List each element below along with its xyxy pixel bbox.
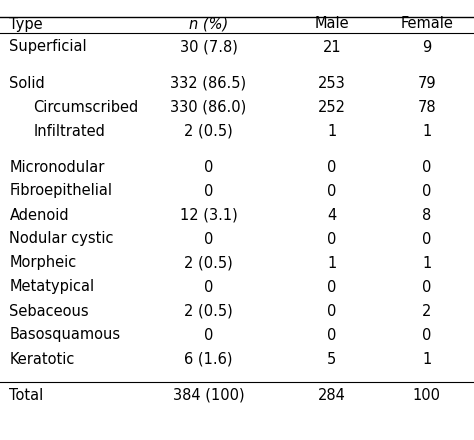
Text: 0: 0 — [422, 183, 431, 198]
Text: 2 (0.5): 2 (0.5) — [184, 124, 233, 139]
Text: 78: 78 — [417, 99, 436, 114]
Text: 0: 0 — [422, 327, 431, 342]
Text: 252: 252 — [318, 99, 346, 114]
Text: Micronodular: Micronodular — [9, 159, 105, 175]
Text: 1: 1 — [422, 256, 431, 271]
Text: 5: 5 — [327, 352, 337, 367]
Text: 0: 0 — [204, 159, 213, 175]
Text: 0: 0 — [327, 231, 337, 246]
Text: Adenoid: Adenoid — [9, 208, 69, 223]
Text: Male: Male — [314, 16, 349, 32]
Text: 9: 9 — [422, 40, 431, 55]
Text: 0: 0 — [204, 183, 213, 198]
Text: 1: 1 — [422, 352, 431, 367]
Text: 2 (0.5): 2 (0.5) — [184, 304, 233, 319]
Text: 2: 2 — [422, 304, 431, 319]
Text: n (%): n (%) — [189, 16, 228, 32]
Text: Nodular cystic: Nodular cystic — [9, 231, 114, 246]
Text: 4: 4 — [327, 208, 337, 223]
Text: Sebaceous: Sebaceous — [9, 304, 89, 319]
Text: 21: 21 — [322, 40, 341, 55]
Text: 6 (1.6): 6 (1.6) — [184, 352, 233, 367]
Text: 1: 1 — [327, 124, 337, 139]
Text: 0: 0 — [327, 279, 337, 294]
Text: 2 (0.5): 2 (0.5) — [184, 256, 233, 271]
Text: 330 (86.0): 330 (86.0) — [171, 99, 246, 114]
Text: 1: 1 — [422, 124, 431, 139]
Text: 0: 0 — [204, 279, 213, 294]
Text: Fibroepithelial: Fibroepithelial — [9, 183, 112, 198]
Text: 1: 1 — [327, 256, 337, 271]
Text: Morpheic: Morpheic — [9, 256, 77, 271]
Text: 332 (86.5): 332 (86.5) — [171, 76, 246, 91]
Text: 284: 284 — [318, 388, 346, 403]
Text: 8: 8 — [422, 208, 431, 223]
Text: 0: 0 — [327, 327, 337, 342]
Text: 0: 0 — [327, 159, 337, 175]
Text: Type: Type — [9, 16, 43, 32]
Text: 0: 0 — [422, 231, 431, 246]
Text: 0: 0 — [327, 183, 337, 198]
Text: Keratotic: Keratotic — [9, 352, 75, 367]
Text: 0: 0 — [327, 304, 337, 319]
Text: Metatypical: Metatypical — [9, 279, 95, 294]
Text: Total: Total — [9, 388, 44, 403]
Text: 0: 0 — [422, 159, 431, 175]
Text: 0: 0 — [204, 231, 213, 246]
Text: 0: 0 — [422, 279, 431, 294]
Text: 100: 100 — [412, 388, 441, 403]
Text: Superficial: Superficial — [9, 40, 87, 55]
Text: 0: 0 — [204, 327, 213, 342]
Text: Basosquamous: Basosquamous — [9, 327, 120, 342]
Text: 30 (7.8): 30 (7.8) — [180, 40, 237, 55]
Text: 253: 253 — [318, 76, 346, 91]
Text: 384 (100): 384 (100) — [173, 388, 245, 403]
Text: 79: 79 — [417, 76, 436, 91]
Text: Circumscribed: Circumscribed — [33, 99, 138, 114]
Text: Female: Female — [400, 16, 453, 32]
Text: Solid: Solid — [9, 76, 45, 91]
Text: 12 (3.1): 12 (3.1) — [180, 208, 237, 223]
Text: Infiltrated: Infiltrated — [33, 124, 105, 139]
